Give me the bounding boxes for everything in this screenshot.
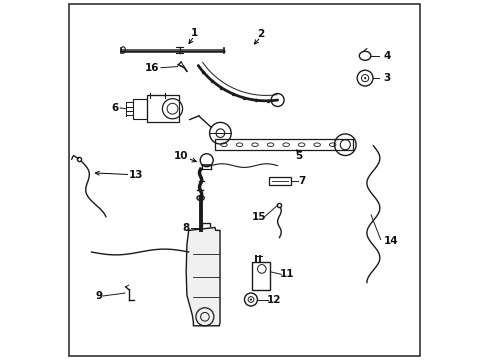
Text: 7: 7 xyxy=(298,176,305,186)
Text: 13: 13 xyxy=(128,170,142,180)
Bar xyxy=(215,139,352,150)
Text: 3: 3 xyxy=(383,73,390,83)
Text: 6: 6 xyxy=(111,103,118,113)
Bar xyxy=(252,262,270,290)
Text: 9: 9 xyxy=(95,291,102,301)
Circle shape xyxy=(363,77,366,79)
Text: 5: 5 xyxy=(294,150,302,161)
Bar xyxy=(268,177,290,185)
Text: 15: 15 xyxy=(251,212,265,222)
Text: 4: 4 xyxy=(383,51,390,61)
Polygon shape xyxy=(186,228,220,326)
Bar xyxy=(146,95,179,122)
Circle shape xyxy=(249,298,251,301)
Text: 14: 14 xyxy=(383,236,398,246)
Bar xyxy=(201,223,210,232)
Text: 11: 11 xyxy=(279,269,293,279)
Text: 10: 10 xyxy=(174,151,188,161)
Text: 12: 12 xyxy=(266,294,281,305)
Text: 16: 16 xyxy=(145,63,159,73)
Bar xyxy=(133,99,146,119)
Text: 1: 1 xyxy=(190,28,197,38)
Text: 2: 2 xyxy=(257,29,264,39)
Text: 8: 8 xyxy=(182,222,189,233)
